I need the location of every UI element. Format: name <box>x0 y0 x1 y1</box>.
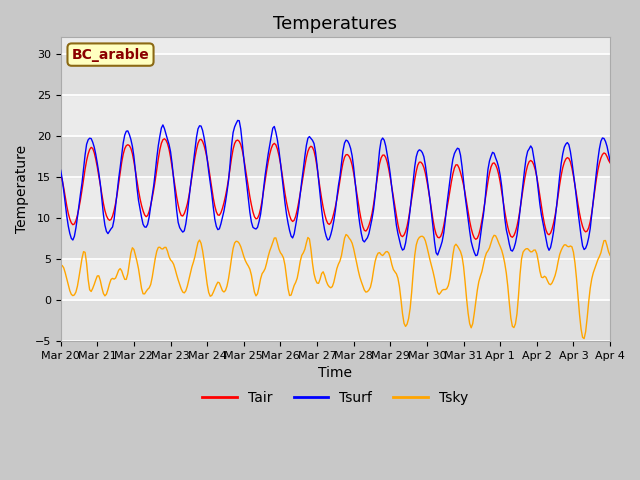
Bar <box>61 54 610 95</box>
Tair <box>161 136 168 142</box>
Tsurf <box>234 118 241 123</box>
X-axis label: Time: Time <box>318 366 353 381</box>
Tsurf <box>390 197 397 203</box>
Tair <box>390 194 397 200</box>
Tair <box>159 137 167 143</box>
Tair <box>72 218 80 224</box>
Title: Temperatures: Temperatures <box>273 15 397 33</box>
Tair <box>402 228 410 234</box>
Tsky <box>402 324 410 329</box>
Tsurf <box>402 240 410 246</box>
Tair <box>472 237 479 242</box>
Tsurf <box>57 168 65 173</box>
Tair <box>371 192 379 197</box>
Bar <box>61 218 610 259</box>
Y-axis label: Temperature: Temperature <box>15 145 29 233</box>
Text: BC_arable: BC_arable <box>72 48 149 61</box>
Tair <box>542 227 550 233</box>
Line: Tsky: Tsky <box>61 235 610 338</box>
Tsky <box>57 263 65 268</box>
Tsky <box>580 336 588 341</box>
Tsky <box>371 259 379 264</box>
Tair <box>57 172 65 178</box>
Tsky <box>541 274 548 279</box>
Tsky <box>72 289 80 295</box>
Tsky <box>159 246 167 252</box>
Legend: Tair, Tsurf, Tsky: Tair, Tsurf, Tsky <box>197 385 474 410</box>
Tair <box>606 160 614 166</box>
Tsurf <box>472 253 479 259</box>
Bar <box>61 136 610 177</box>
Line: Tair: Tair <box>61 139 610 240</box>
Bar <box>61 300 610 341</box>
Tsurf <box>72 225 80 231</box>
Tsurf <box>371 193 379 199</box>
Tsky <box>606 252 614 258</box>
Tsky <box>342 232 350 238</box>
Tsurf <box>159 122 167 128</box>
Tsurf <box>606 158 614 164</box>
Line: Tsurf: Tsurf <box>61 120 610 256</box>
Tsky <box>390 266 397 272</box>
Tsurf <box>542 237 550 242</box>
